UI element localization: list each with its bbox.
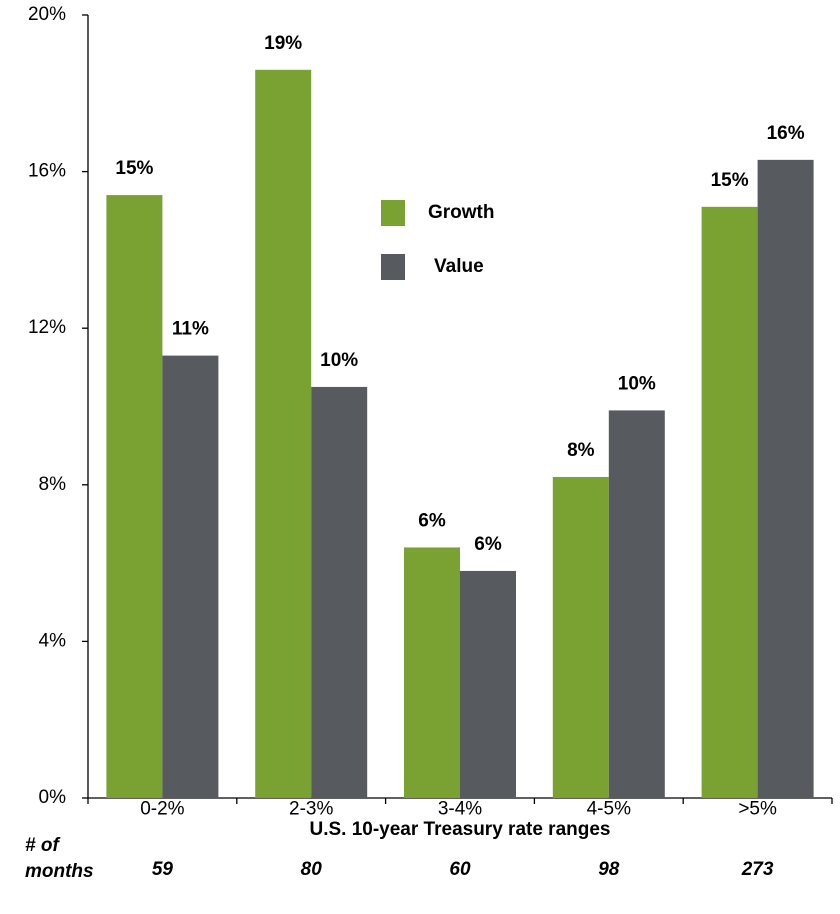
x-tick-label: 2-3% [289,799,333,820]
bar [552,476,609,798]
data-label: 10% [618,373,656,394]
data-label: 15% [711,170,749,191]
bar [404,547,460,798]
y-tick-label: 0% [39,787,67,808]
data-label: 15% [115,158,153,179]
data-label: 8% [567,440,595,461]
bar [608,410,665,798]
x-tick-label: 3-4% [438,799,482,820]
y-tick-label: 4% [39,630,67,651]
data-label: 19% [264,33,302,54]
bar [311,386,368,798]
data-label: 16% [767,123,805,144]
data-label: 11% [172,319,209,340]
data-label: 10% [320,350,358,371]
x-tick-label: 0-2% [140,799,184,820]
y-tick-label: 16% [28,161,66,182]
bar [255,69,312,798]
x-tick-label: >5% [738,799,777,820]
months-value: 60 [449,859,471,880]
y-tick-label: 8% [39,474,67,495]
bar [701,206,758,798]
months-label: months [25,861,94,882]
months-value: 273 [741,859,774,880]
months-label: # of [25,835,60,856]
bar [162,355,219,798]
y-tick-label: 20% [28,4,66,25]
legend-label: Growth [428,202,495,223]
months-value: 80 [301,859,323,880]
bar [757,159,814,799]
legend-label: Value [434,256,484,277]
bar [460,570,516,798]
legend-swatch [381,254,405,280]
data-label: 6% [474,534,502,555]
bar [106,195,163,799]
y-tick-label: 12% [28,317,66,338]
data-label: 6% [418,510,446,531]
months-value: 59 [152,859,174,880]
x-axis-label: U.S. 10-year Treasury rate ranges [309,819,610,840]
months-value: 98 [598,859,620,880]
x-tick-label: 4-5% [587,799,631,820]
legend-swatch [381,200,405,226]
